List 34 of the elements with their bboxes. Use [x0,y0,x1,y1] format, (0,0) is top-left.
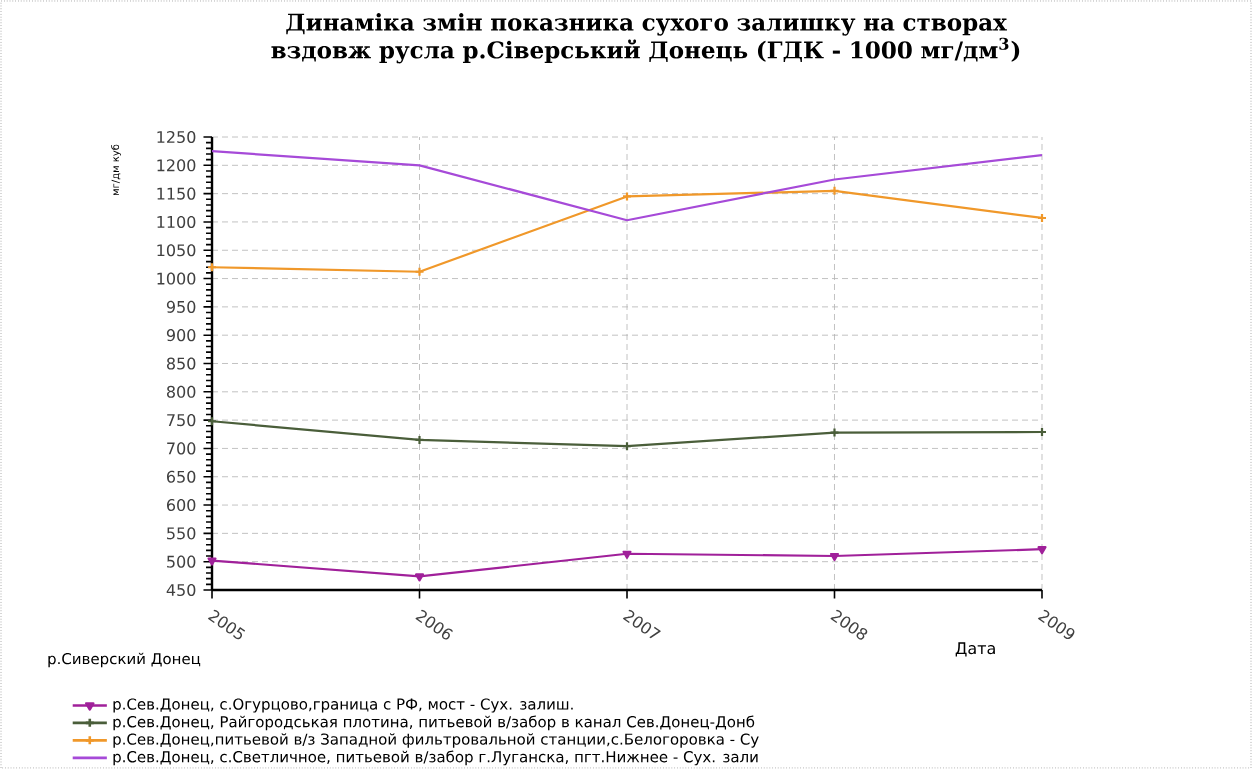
y-tick-label: 500 [167,555,196,568]
legend-label: р.Сев.Донец,питьевой в/з Западной фильтровальной станции,с.Белогоровка - Су [113,733,759,748]
y-tick-label: 900 [166,329,196,342]
y-axis-title: мг/дм куб [111,144,122,196]
legend-label: р.Сев.Донец, с.Огурцово,граница с РФ, мост - Сух. залиш. [113,698,573,713]
point [414,266,425,277]
point [207,557,217,566]
point [1037,546,1047,555]
legend-title: р.Сиверский Донец [48,652,201,668]
y-tick-label: 550 [167,527,196,540]
y-tick-label: 1050 [157,244,196,257]
point [414,573,425,582]
y-tick-label: 650 [167,470,196,483]
y-tick-label: 700 [167,442,196,455]
y-tick-label: 600 [167,498,196,512]
chart-title: Динаміка змін показника сухого залишку на створах вздовж русла р.Сіверський Донець (ГДК - 1000 мг/дм$^{3}$) [271,13,1020,64]
legend-label: р.Сев.Донец, с.Светличное, питьевой в/забор г.Луганска, пгт.Нижнее - Сух. зали [113,750,758,766]
y-tick-label: 1250 [157,130,196,144]
y-tick-label: 450 [166,583,196,597]
point [829,427,840,438]
y-tick-label: 950 [166,300,196,313]
y-tick-label: 750 [167,414,196,427]
point [829,185,840,196]
x-axis-title: Дата [955,642,995,657]
legend-label: р.Сев.Донец, Райгородськая плотина, питьевой в/забор в канал Сев.Донец-Донб [113,715,755,731]
y-tick-label: 850 [166,357,196,370]
point [829,552,840,562]
y-tick-label: 1000 [157,272,196,285]
y-tick-label: 1200 [157,159,196,172]
y-tick-label: 1100 [157,215,196,228]
y-tick-label: 800 [166,385,196,398]
y-tick-label: 1150 [157,187,196,200]
point [622,550,632,559]
line-series [212,150,1042,222]
